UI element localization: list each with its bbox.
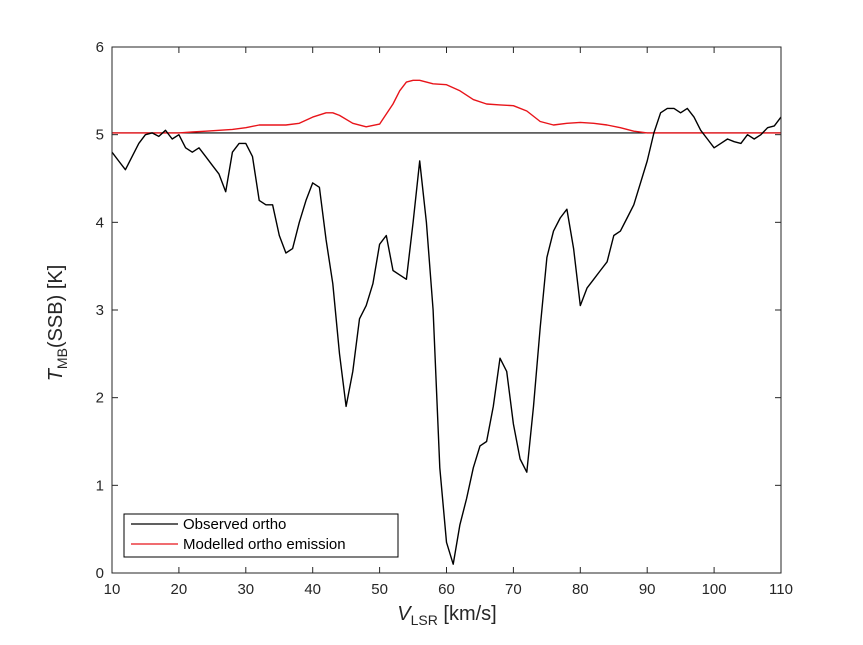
y-tick-label: 5 [96, 127, 104, 144]
y-tick-label: 6 [96, 39, 104, 56]
series-observed-line [111, 107, 782, 565]
y-tick-label: 4 [96, 214, 104, 231]
x-tick-label: 10 [104, 581, 121, 598]
y-tick-label: 1 [96, 477, 104, 494]
legend-label-modelled: Modelled ortho emission [183, 536, 346, 553]
x-tick-label: 40 [304, 581, 321, 598]
ticks: 10 20 30 40 50 60 70 80 90 100 110 0 1 2 3 4 5 6 [96, 39, 793, 598]
x-tick-label: 90 [639, 581, 656, 598]
y-axis-label: TMB(SSB) [K] [45, 265, 70, 382]
x-tick-label: 80 [572, 581, 589, 598]
x-axis-label: VLSR [km/s] [397, 603, 496, 628]
y-tick-label: 3 [96, 302, 104, 319]
series-modelled-line [112, 79, 781, 134]
x-tick-label: 70 [505, 581, 522, 598]
x-tick-label: 100 [702, 581, 727, 598]
x-tick-label: 20 [171, 581, 188, 598]
legend-label-observed: Observed ortho [183, 516, 286, 533]
y-tick-label: 0 [96, 565, 104, 582]
x-tick-label: 50 [371, 581, 388, 598]
x-tick-label: 110 [769, 581, 793, 598]
x-tick-label: 30 [237, 581, 254, 598]
y-tick-label: 2 [96, 390, 104, 407]
plot-lines [111, 79, 782, 565]
legend-box [123, 513, 399, 558]
legend: Observed ortho Modelled ortho emission [123, 513, 399, 558]
x-tick-label: 60 [438, 581, 455, 598]
